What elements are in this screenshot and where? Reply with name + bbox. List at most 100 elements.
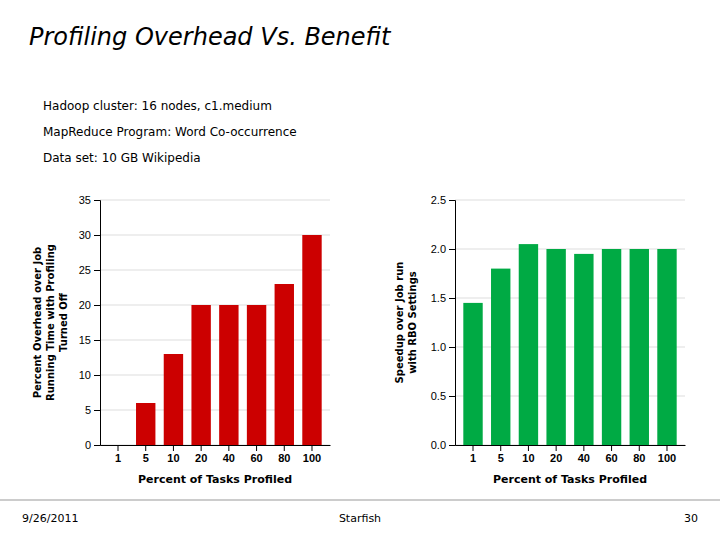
y-tick-label: 2.5 — [431, 194, 446, 206]
bar — [219, 305, 238, 445]
x-tick: 20 — [195, 445, 207, 464]
x-tick-label: 1 — [470, 452, 476, 464]
grid-line — [100, 270, 330, 271]
x-axis-line — [101, 445, 331, 446]
bar — [602, 249, 621, 445]
x-tick-mark — [145, 445, 146, 451]
grid-line — [455, 249, 685, 250]
grid-line — [455, 200, 685, 201]
y-tick: 35 — [79, 194, 100, 206]
x-tick-label: 80 — [278, 452, 290, 464]
x-tick: 80 — [633, 445, 645, 464]
y-tick-label: 15 — [79, 334, 91, 346]
grid — [455, 200, 685, 445]
y-tick: 10 — [79, 369, 100, 381]
x-tick: 60 — [605, 445, 617, 464]
x-tick: 40 — [223, 445, 235, 464]
y-tick-mark — [94, 200, 100, 201]
y-tick-label: 1.5 — [431, 292, 446, 304]
y-tick-label: 1.0 — [431, 341, 446, 353]
y-tick-mark — [94, 235, 100, 236]
y-axis-title-line: Turned Off — [58, 292, 69, 352]
y-axis-title-line: Running Time with Profiling — [45, 244, 56, 401]
grid-line — [455, 445, 685, 446]
y-tick: 0.0 — [431, 439, 455, 451]
x-tick: 5 — [498, 445, 504, 464]
y-tick-label: 5 — [85, 404, 91, 416]
grid-line — [455, 396, 685, 397]
x-tick-mark — [583, 445, 584, 451]
bar — [463, 303, 482, 445]
y-axis-title-line: with RBO Settings — [407, 271, 418, 374]
x-tick-label: 40 — [223, 452, 235, 464]
y-tick-mark — [449, 396, 455, 397]
x-tick: 40 — [578, 445, 590, 464]
bar — [519, 244, 538, 445]
x-tick-mark — [173, 445, 174, 451]
x-tick-label: 10 — [522, 452, 534, 464]
subtitle: MapReduce Program: Word Co-occurrence — [43, 125, 297, 139]
footer: 9/26/2011 — [22, 512, 78, 525]
bar — [302, 235, 321, 445]
x-tick-mark — [118, 445, 119, 451]
y-tick-mark — [94, 305, 100, 306]
y-axis-line — [449, 201, 456, 446]
x-tick-mark — [528, 445, 529, 451]
grid-line — [455, 298, 685, 299]
y-tick: 1.5 — [431, 292, 455, 304]
x-tick-label: 80 — [633, 452, 645, 464]
footer: Starfish — [339, 512, 381, 525]
x-tick: 10 — [167, 445, 179, 464]
chart: 1 5 10 20 40 60 80 100 0.0 0.5 1.0 1.5 2.0 2.5 Percent… — [394, 194, 686, 486]
y-tick: 30 — [79, 229, 100, 241]
y-tick-label: 0.0 — [431, 439, 446, 451]
x-tick-mark — [611, 445, 612, 451]
x-tick-label: 5 — [143, 452, 149, 464]
y-tick-label: 2.0 — [431, 243, 446, 255]
bar — [546, 249, 565, 445]
y-tick-label: 10 — [79, 369, 91, 381]
y-tick-mark — [94, 410, 100, 411]
y-tick: 5 — [85, 404, 100, 416]
x-tick-mark — [201, 445, 202, 451]
grid-line — [100, 200, 330, 201]
subtitle: Data set: 10 GB Wikipedia — [43, 151, 201, 165]
x-axis-title: Percent of Tasks Profiled — [138, 473, 292, 486]
x-tick-label: 40 — [578, 452, 590, 464]
bars — [463, 244, 676, 445]
y-axis: 0.0 0.5 1.0 1.5 2.0 2.5 — [431, 194, 456, 451]
bar — [657, 249, 676, 445]
bar — [136, 403, 155, 445]
x-tick-label: 60 — [605, 452, 617, 464]
chart-page: Profiling Overhead Vs. BenefitHadoop clu… — [0, 0, 720, 540]
y-tick: 2.5 — [431, 194, 455, 206]
y-tick-label: 30 — [79, 229, 91, 241]
x-axis-title: Percent of Tasks Profiled — [493, 473, 647, 486]
y-tick: 0.5 — [431, 390, 455, 402]
x-tick: 10 — [522, 445, 534, 464]
y-tick-mark — [449, 445, 455, 446]
bar — [247, 305, 266, 445]
y-tick-label: 0.5 — [431, 390, 446, 402]
x-tick-label: 20 — [550, 452, 562, 464]
y-axis-title: Speedup over Job runwith RBO Settings — [394, 262, 418, 384]
y-tick: 20 — [79, 299, 100, 311]
bar — [630, 249, 649, 445]
bar — [191, 305, 210, 445]
x-tick-label: 60 — [250, 452, 262, 464]
y-axis-title-line: Percent Overhead over Job — [32, 247, 43, 399]
y-tick-mark — [449, 249, 455, 250]
y-axis-title: Percent Overhead over JobRunning Time wi… — [32, 244, 69, 401]
bar — [108, 445, 127, 446]
grid-line — [100, 445, 330, 446]
x-tick-mark — [311, 445, 312, 451]
x-tick-label: 1 — [115, 452, 121, 464]
x-tick-label: 100 — [303, 452, 321, 464]
x-tick-mark — [556, 445, 557, 451]
y-tick-mark — [94, 270, 100, 271]
chart: 15102040608010005101520253035Percent of … — [32, 194, 331, 486]
y-tick-label: 25 — [79, 264, 91, 276]
separator — [0, 499, 720, 501]
x-tick-label: 100 — [658, 452, 676, 464]
x-tick-label: 5 — [498, 452, 504, 464]
